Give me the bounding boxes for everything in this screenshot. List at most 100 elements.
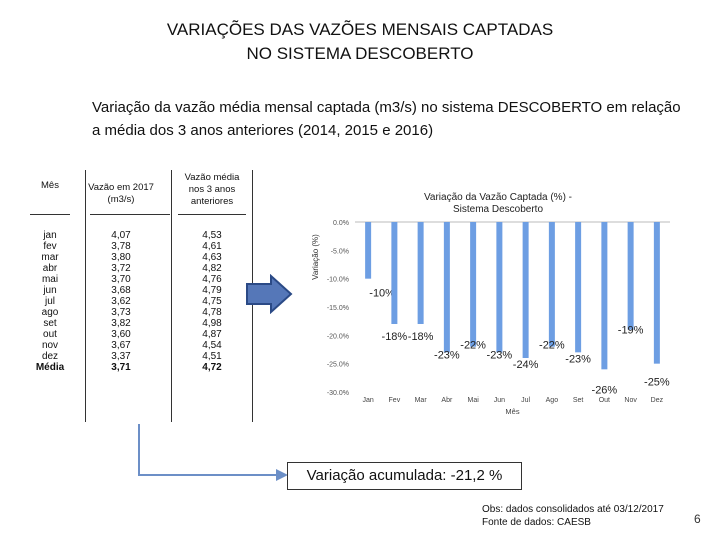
table-cell-month: Média — [35, 362, 65, 373]
table-cell-vavg: 4,78 — [202, 307, 222, 318]
bar-data-label: -22% — [460, 340, 486, 352]
x-tick-label: Fev — [389, 397, 401, 404]
table-cell-month: nov — [41, 340, 59, 351]
col-month: Mês — [30, 180, 70, 192]
table-cell-vavg: 4,53 — [202, 230, 222, 241]
table-cell-month: jul — [44, 296, 55, 307]
connector-horizontal — [138, 474, 280, 476]
table-cell-v2017: 3,80 — [111, 252, 131, 263]
bar — [627, 222, 634, 330]
page-title: VARIAÇÕES DAS VAZÕES MENSAIS CAPTADAS NO… — [0, 18, 720, 66]
x-tick-label: Jun — [494, 397, 505, 404]
bar-data-label: -18% — [408, 331, 434, 343]
table-cell-month: dez — [41, 351, 59, 362]
vavg-cells: 4,53 4,61 4,63 4,82 4,76 4,79 4,75 4,78 4,98 4,87… — [176, 230, 248, 373]
table-cell-month: mai — [41, 274, 59, 285]
x-tick-label: Jan — [362, 397, 373, 404]
bar — [496, 222, 503, 353]
accumulated-variation: Variação acumulada: -21,2 % — [287, 462, 522, 490]
table-cell-v2017: 3,67 — [111, 340, 131, 351]
table-cell-v2017: 3,73 — [111, 307, 131, 318]
bar-data-label: -25% — [644, 377, 670, 389]
table-cell-month: ago — [41, 307, 59, 318]
y-tick-label: -20.0% — [327, 333, 349, 340]
bar — [470, 222, 477, 347]
table-cell-month: set — [43, 318, 57, 329]
month-cells: jan fev mar abr mai jun jul ago set out nov dez Médi… — [30, 230, 70, 373]
bar-data-label: -19% — [618, 325, 644, 337]
table-cell-v2017: 3,70 — [111, 274, 131, 285]
table-divider-2 — [171, 170, 172, 422]
bar-data-label: -26% — [592, 384, 618, 396]
table-cell-v2017: 4,07 — [111, 230, 131, 241]
table-cell-v2017: 3,68 — [111, 285, 131, 296]
table-cell-vavg: 4,82 — [202, 263, 222, 274]
x-tick-label: Ago — [546, 397, 559, 404]
table-cell-v2017: 3,78 — [111, 241, 131, 252]
table-rule-vavg — [178, 214, 246, 215]
table-cell-v2017: 3,37 — [111, 351, 131, 362]
table-cell-month: mar — [41, 252, 59, 263]
bar — [391, 222, 398, 324]
table-cell-vavg: 4,75 — [202, 296, 222, 307]
bar — [653, 222, 660, 364]
table-cell-month: jan — [43, 230, 57, 241]
chart-title-line-2: Sistema Descoberto — [453, 204, 543, 215]
chart-title: Variação da Vazão Captada (%) - — [424, 192, 572, 203]
x-tick-label: Jul — [521, 397, 530, 404]
col-vavg-header: Vazão média nos 3 anos anteriores — [184, 172, 240, 207]
y-tick-label: -15.0% — [327, 305, 349, 312]
table-cell-v2017: 3,71 — [111, 362, 131, 373]
table-cell-vavg: 4,63 — [202, 252, 222, 263]
table-cell-vavg: 4,61 — [202, 241, 222, 252]
x-tick-label: Abr — [441, 397, 453, 404]
table-cell-vavg: 4,87 — [202, 329, 222, 340]
y-tick-label: -5.0% — [331, 248, 349, 255]
table-cell-vavg: 4,54 — [202, 340, 222, 351]
footnote-obs: Obs: dados consolidados até 03/12/2017 — [482, 504, 664, 515]
col-month-header: Mês — [41, 180, 59, 191]
table-cell-vavg: 4,79 — [202, 285, 222, 296]
right-arrow-icon — [246, 274, 293, 314]
x-axis-label: Mês — [505, 407, 519, 416]
page-number: 6 — [694, 512, 701, 526]
table-cell-v2017: 3,62 — [111, 296, 131, 307]
table-cell-v2017: 3,82 — [111, 318, 131, 329]
table-cell-month: jun — [43, 285, 57, 296]
footnote-source: Fonte de dados: CAESB — [482, 517, 591, 528]
col-v2017-header: Vazão em 2017 (m3/s) — [88, 182, 154, 205]
bar — [575, 222, 582, 353]
table-rule-v2017 — [90, 214, 170, 215]
table-cell-v2017: 3,60 — [111, 329, 131, 340]
y-tick-label: -10.0% — [327, 277, 349, 284]
title-line-2: NO SISTEMA DESCOBERTO — [246, 44, 474, 63]
bar — [548, 222, 555, 347]
connector-arrowhead-icon — [276, 469, 288, 481]
col-v2017: Vazão em 2017 (m3/s) — [88, 182, 154, 206]
table-rule-month — [30, 214, 70, 215]
table-cell-month: out — [43, 329, 57, 340]
table-cell-vavg: 4,98 — [202, 318, 222, 329]
y-axis-label: Variação (%) — [311, 234, 320, 280]
x-tick-label: Nov — [624, 397, 637, 404]
x-tick-label: Set — [573, 397, 584, 404]
bar — [601, 222, 608, 370]
bar-data-label: -24% — [513, 359, 539, 371]
table-divider-1 — [85, 170, 86, 422]
bar-data-label: -10% — [369, 288, 395, 300]
bar — [365, 222, 372, 279]
connector-vertical — [138, 424, 140, 474]
bar — [443, 222, 450, 353]
page-subtitle: Variação da vazão média mensal captada (… — [92, 99, 681, 139]
col-vavg: Vazão média nos 3 anos anteriores — [176, 172, 248, 208]
x-tick-label: Mar — [415, 397, 428, 404]
table-cell-month: abr — [42, 263, 58, 274]
title-line-1: VARIAÇÕES DAS VAZÕES MENSAIS CAPTADAS — [166, 20, 554, 39]
bar — [417, 222, 424, 324]
table-cell-vavg: 4,72 — [202, 362, 222, 373]
x-tick-label: Mai — [467, 397, 479, 404]
y-tick-label: -30.0% — [327, 390, 349, 397]
chart-svg: Variação da Vazão Captada (%) -Sistema D… — [311, 192, 670, 416]
v2017-cells: 4,07 3,78 3,80 3,72 3,70 3,68 3,62 3,73 3,82 3,60… — [88, 230, 154, 373]
table-cell-v2017: 3,72 — [111, 263, 131, 274]
